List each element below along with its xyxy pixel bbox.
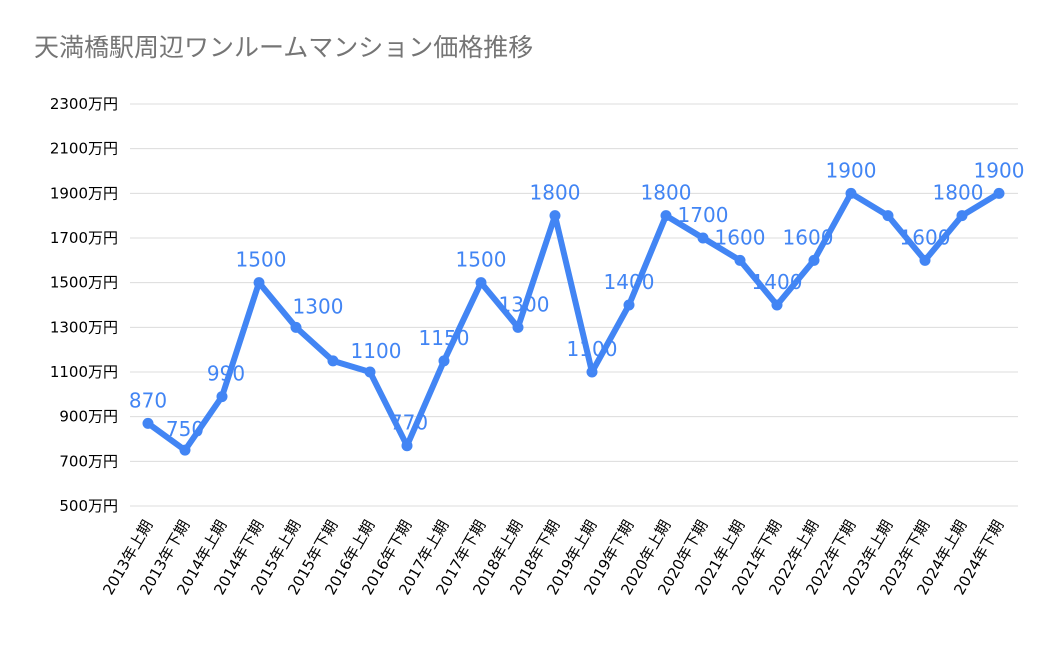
data-label: 1600 — [900, 225, 951, 249]
data-label: 1400 — [604, 270, 655, 294]
data-label: 1800 — [530, 181, 581, 205]
data-point — [290, 321, 302, 333]
gridlines — [130, 103, 1018, 507]
data-point — [660, 210, 672, 222]
y-tick-label: 700万円 — [59, 452, 118, 470]
data-labels: 8707509901500130011007701150150013001800… — [129, 158, 1025, 441]
series-points — [142, 187, 1005, 456]
y-tick-label: 1100万円 — [50, 363, 118, 381]
data-label: 1500 — [236, 248, 287, 272]
data-label: 1100 — [567, 337, 618, 361]
data-label: 1900 — [974, 158, 1025, 182]
data-point — [919, 254, 931, 266]
data-label: 1300 — [499, 292, 550, 316]
data-label: 870 — [129, 388, 167, 412]
data-label: 990 — [207, 362, 245, 386]
data-point — [179, 444, 191, 456]
data-point — [882, 210, 894, 222]
y-tick-label: 1300万円 — [50, 318, 118, 336]
data-label: 1900 — [826, 158, 877, 182]
data-point — [623, 299, 635, 311]
data-point — [327, 355, 339, 367]
data-point — [734, 254, 746, 266]
data-label: 1600 — [715, 225, 766, 249]
data-label: 1500 — [456, 248, 507, 272]
data-label: 1600 — [783, 225, 834, 249]
data-point — [512, 321, 524, 333]
data-point — [808, 254, 820, 266]
data-label: 1300 — [293, 294, 344, 318]
data-point — [697, 232, 709, 244]
series-line-path — [145, 190, 1002, 454]
y-tick-label: 500万円 — [59, 497, 118, 515]
data-point — [142, 417, 154, 429]
x-axis-ticks: 2013年上期2013年下期2014年上期2014年下期2015年上期2015年… — [99, 517, 1007, 598]
data-label: 1700 — [678, 203, 729, 227]
y-tick-label: 1700万円 — [50, 229, 118, 247]
data-point — [401, 440, 413, 452]
data-label: 1100 — [351, 339, 402, 363]
y-tick-label: 1500万円 — [50, 274, 118, 292]
y-axis-ticks: 500万円 700万円 900万円 1100万円 1300万円 1500万円 1700万円 1… — [50, 95, 118, 515]
data-label: 1150 — [419, 326, 470, 350]
data-label: 770 — [390, 411, 428, 435]
data-point — [216, 391, 228, 403]
data-point — [956, 210, 968, 222]
chart-title: 天満橋駅周辺ワンルームマンション価格推移 — [34, 33, 534, 62]
y-tick-label: 2100万円 — [50, 140, 118, 158]
data-point — [438, 355, 450, 367]
y-tick-label: 2300万円 — [50, 95, 118, 113]
y-tick-label: 900万円 — [59, 408, 118, 426]
data-point — [364, 366, 376, 378]
data-label: 750 — [166, 417, 204, 441]
data-point — [549, 210, 561, 222]
data-point — [993, 187, 1005, 199]
data-point — [475, 277, 487, 289]
data-label: 1800 — [641, 181, 692, 205]
data-point — [586, 366, 598, 378]
series-line — [145, 190, 1002, 454]
y-tick-label: 1900万円 — [50, 184, 118, 202]
data-label: 1400 — [752, 270, 803, 294]
data-point — [253, 277, 265, 289]
data-point — [845, 187, 857, 199]
data-label: 1800 — [933, 181, 984, 205]
data-point — [771, 299, 783, 311]
